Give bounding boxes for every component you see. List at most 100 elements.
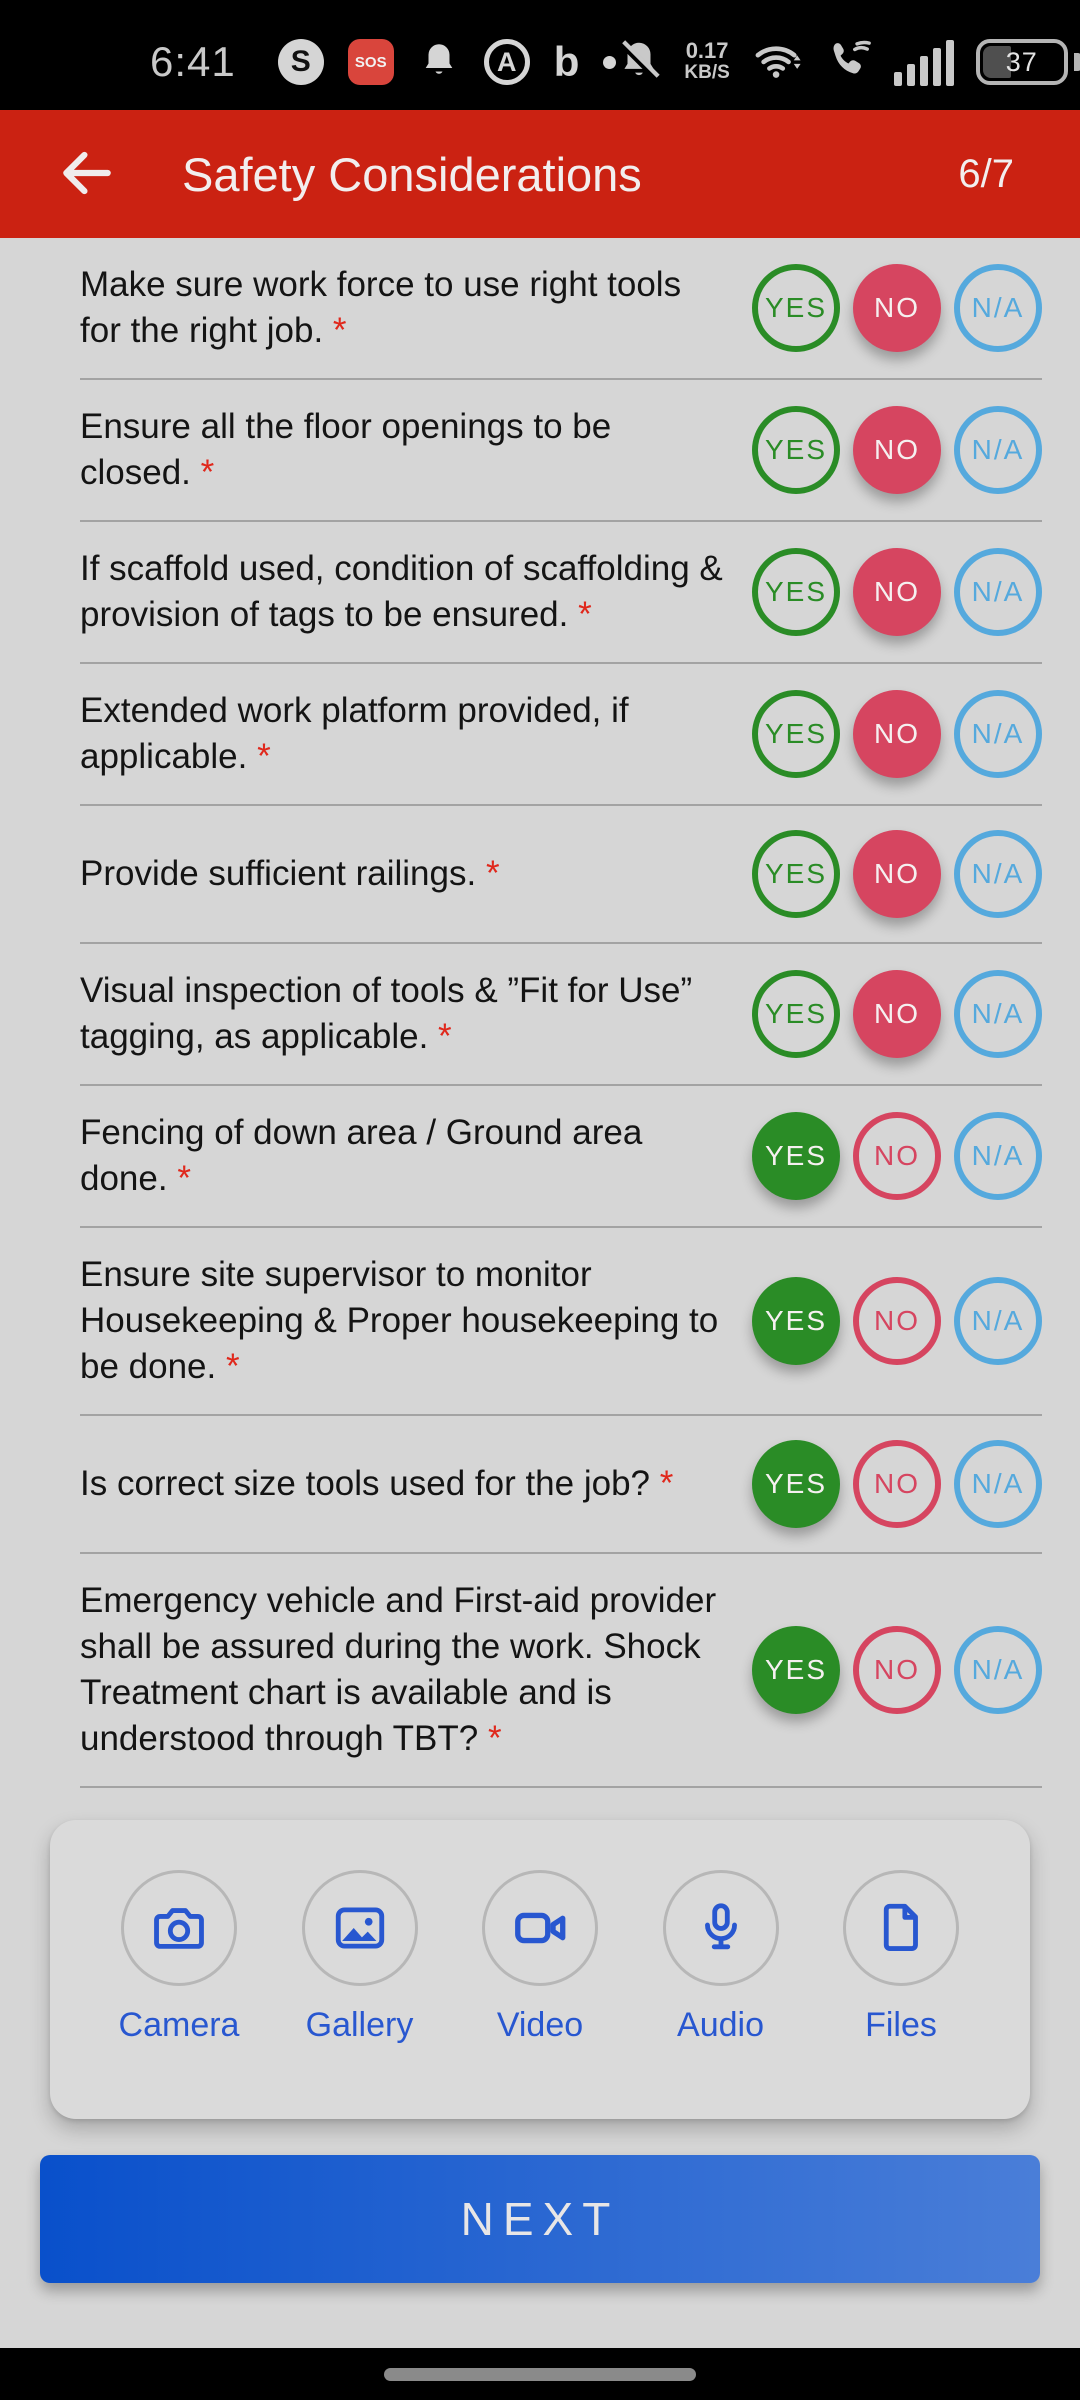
- answer-options: YES NO N/A: [752, 690, 1042, 778]
- answer-options: YES NO N/A: [752, 1277, 1042, 1365]
- answer-na-button[interactable]: N/A: [954, 970, 1042, 1058]
- audio-icon: [662, 1870, 779, 1986]
- required-asterisk: *: [485, 854, 500, 893]
- row-divider: [80, 520, 1042, 522]
- row-divider: [80, 942, 1042, 944]
- answer-no-button[interactable]: NO: [853, 548, 941, 636]
- answer-na-button[interactable]: N/A: [954, 1112, 1042, 1200]
- question-row: Emergency vehicle and First-aid provider…: [0, 1554, 1080, 1786]
- required-asterisk: *: [438, 1017, 452, 1056]
- row-divider: [80, 1786, 1042, 1788]
- required-asterisk: *: [200, 453, 215, 492]
- battery-nub: [1073, 53, 1080, 71]
- row-divider: [80, 1084, 1042, 1086]
- answer-na-button[interactable]: N/A: [954, 1440, 1042, 1528]
- answer-options: YES NO N/A: [752, 970, 1042, 1058]
- answer-yes-button[interactable]: YES: [752, 406, 840, 494]
- question-text: Ensure all the floor openings to be clos…: [80, 407, 612, 492]
- battery-fill: [982, 46, 1012, 78]
- camera-icon: [121, 1870, 237, 1986]
- question-text: Emergency vehicle and First-aid provider…: [80, 1581, 717, 1758]
- answer-yes-button[interactable]: YES: [752, 1626, 840, 1714]
- question-text: Is correct size tools used for the job? …: [80, 1464, 674, 1503]
- gallery-attach-button[interactable]: Gallery: [281, 1870, 439, 2045]
- row-divider: [80, 1414, 1042, 1416]
- next-button[interactable]: NEXT: [40, 2155, 1040, 2283]
- answer-yes-button[interactable]: YES: [752, 1277, 840, 1365]
- network-speed-unit: KB/S: [684, 62, 730, 83]
- question-row: If scaffold used, condition of scaffoldi…: [0, 522, 1080, 662]
- question-row: Provide sufficient railings. * YES NO N/A: [0, 806, 1080, 942]
- answer-no-button[interactable]: NO: [853, 406, 941, 494]
- answer-options: YES NO N/A: [752, 406, 1042, 494]
- question-row: Ensure site supervisor to monitor Housek…: [0, 1228, 1080, 1414]
- answer-options: YES NO N/A: [752, 264, 1042, 352]
- gesture-pill[interactable]: [384, 2367, 696, 2381]
- a-app-icon: A: [483, 39, 530, 85]
- files-attach-button[interactable]: Files: [822, 1870, 980, 2045]
- answer-yes-button[interactable]: YES: [752, 970, 840, 1058]
- required-asterisk: *: [659, 1464, 674, 1503]
- bing-icon: b: [553, 38, 580, 85]
- camera-attach-button[interactable]: Camera: [100, 1870, 258, 2045]
- required-asterisk: *: [225, 1347, 240, 1386]
- attach-label: Audio: [677, 2006, 764, 2044]
- status-bar-left: 6:41 S SOS A b: [150, 38, 617, 86]
- video-attach-button[interactable]: Video: [461, 1870, 619, 2045]
- s-app-icon: S: [277, 39, 324, 85]
- audio-attach-button[interactable]: Audio: [642, 1870, 800, 2045]
- answer-no-button[interactable]: NO: [853, 1626, 941, 1714]
- answer-yes-button[interactable]: YES: [752, 548, 840, 636]
- answer-no-button[interactable]: NO: [853, 1277, 941, 1365]
- answer-na-button[interactable]: N/A: [954, 548, 1042, 636]
- back-button[interactable]: [52, 139, 122, 209]
- answer-na-button[interactable]: N/A: [954, 1626, 1042, 1714]
- answer-na-button[interactable]: N/A: [954, 690, 1042, 778]
- answer-no-button[interactable]: NO: [853, 690, 941, 778]
- page-indicator: 6/7: [958, 151, 1014, 196]
- answer-options: YES NO N/A: [752, 548, 1042, 636]
- question-text: Extended work platform provided, if appl…: [80, 691, 629, 776]
- answer-yes-button[interactable]: YES: [752, 1112, 840, 1200]
- answer-no-button[interactable]: NO: [853, 264, 941, 352]
- battery-icon: 37: [975, 39, 1068, 85]
- answer-no-button[interactable]: NO: [853, 830, 941, 918]
- answer-no-button[interactable]: NO: [853, 1112, 941, 1200]
- signal-strength-icon: [893, 38, 954, 86]
- answer-na-button[interactable]: N/A: [954, 1277, 1042, 1365]
- question-row: Visual inspection of tools & ”Fit for Us…: [0, 944, 1080, 1084]
- answer-yes-button[interactable]: YES: [752, 690, 840, 778]
- answer-no-button[interactable]: NO: [853, 1440, 941, 1528]
- required-asterisk: *: [177, 1159, 191, 1198]
- question-row: Fencing of down area / Ground area done.…: [0, 1086, 1080, 1226]
- answer-na-button[interactable]: N/A: [954, 264, 1042, 352]
- network-speed: 0.17 KB/S: [684, 40, 729, 84]
- navigation-bar: [0, 2348, 1080, 2400]
- row-divider: [80, 1552, 1042, 1554]
- answer-yes-button[interactable]: YES: [752, 264, 840, 352]
- answer-options: YES NO N/A: [752, 1626, 1042, 1714]
- more-notifications-dot: [603, 55, 617, 69]
- answer-no-button[interactable]: NO: [853, 970, 941, 1058]
- wifi-calling-icon: [826, 37, 872, 88]
- question-row: Extended work platform provided, if appl…: [0, 664, 1080, 804]
- question-row: Make sure work force to use right tools …: [0, 238, 1080, 378]
- app-header: Safety Considerations 6/7: [0, 110, 1080, 238]
- answer-options: YES NO N/A: [752, 1112, 1042, 1200]
- answer-yes-button[interactable]: YES: [752, 1440, 840, 1528]
- answer-options: YES NO N/A: [752, 1440, 1042, 1528]
- required-asterisk: *: [487, 1719, 502, 1758]
- question-text: If scaffold used, condition of scaffoldi…: [80, 549, 723, 634]
- attachments-card: Camera Gallery Video Audio Files: [50, 1820, 1030, 2119]
- question-row: Is correct size tools used for the job? …: [0, 1416, 1080, 1552]
- files-icon: [843, 1870, 959, 1986]
- answer-na-button[interactable]: N/A: [954, 830, 1042, 918]
- answer-na-button[interactable]: N/A: [954, 406, 1042, 494]
- question-text: Ensure site supervisor to monitor Housek…: [80, 1255, 719, 1386]
- status-bar-right: 0.17 KB/S 37: [616, 37, 1080, 88]
- attach-label: Video: [496, 2006, 584, 2044]
- answer-yes-button[interactable]: YES: [752, 830, 840, 918]
- required-asterisk: *: [257, 737, 271, 776]
- answer-options: YES NO N/A: [752, 830, 1042, 918]
- notification-bell-icon: [418, 39, 460, 86]
